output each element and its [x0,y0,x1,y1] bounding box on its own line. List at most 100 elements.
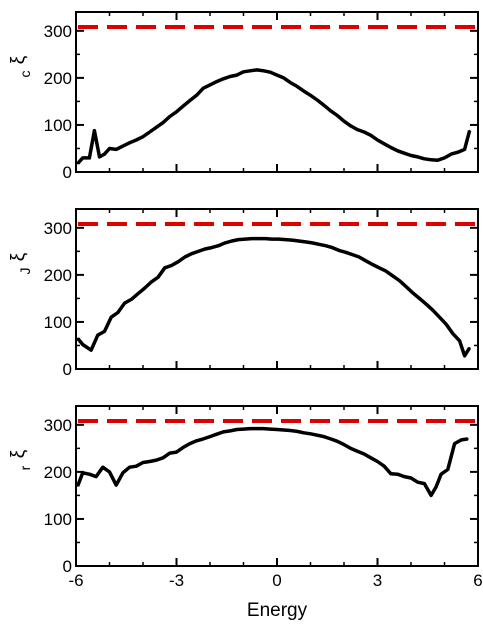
panel-1-ylabel-subscript: c [17,71,33,78]
panel-3-data-point [447,468,449,471]
panel-1-data-point [76,162,79,165]
panel-3-data-point [102,466,104,468]
panel-1-data-point [390,146,392,149]
panel-1-data-point [162,121,164,124]
panel-3-series-line [76,426,469,498]
panel-1-data-point [316,99,319,101]
panel-3-data-point [242,428,245,430]
panel-2-data-point [458,339,461,342]
panel-2-data-point [463,355,466,357]
panel-1-ytick-label: 200 [44,69,72,88]
panel-3-data-point [336,440,339,443]
panel-2-data-point [117,311,119,314]
panel-1-data-point [450,153,453,155]
panel-3-data-point [76,485,79,487]
panel-2-data-point [452,332,454,335]
panel-2-data-point [257,237,260,240]
panel-2-data-point [123,302,126,304]
panel-2-data-point [204,248,206,250]
panel-3-data-point [95,475,97,478]
panel-3-data-point [189,442,191,445]
panel-1-data-point [229,75,231,78]
panel-1-data-point [416,156,419,158]
panel-1-data-point [276,74,278,76]
panel-3-data-point [416,481,419,484]
panel-3-data-point [162,456,164,459]
panel-2-data-point [324,244,327,247]
panel-2-ytick-label: 0 [63,360,72,379]
panel-2-data-point [244,238,246,240]
panel-1-data-point [437,159,439,162]
panel-1-data-point [249,70,251,72]
panel-2-data-point [358,256,360,258]
panel-1-data-point [457,151,459,154]
panel-3-data-point [249,427,251,430]
panel-1-data-point [103,153,106,155]
panel-1-data-point [108,147,111,150]
panel-2-data-point [264,237,267,240]
panel-1-data-point [202,87,205,90]
panel-2-ylabel-subscript: J [17,268,33,275]
panel-3-data-point [316,434,319,436]
panel-2-data-point [438,316,441,319]
panel-2-data-point [364,259,367,262]
panel-3-data-point [435,486,437,488]
panel-3-xtick-label: 3 [373,571,382,590]
panel-2-data-point [157,276,159,279]
panel-1-data-point [343,120,345,122]
panel-3-data-point [396,473,399,476]
panel-1-series-line [76,68,472,165]
panel-3-ylabel: ξ [8,449,29,458]
panel-3-data-point [222,431,225,433]
panel-2-data-point [177,260,179,263]
panel-1-data-point [155,126,158,129]
panel-2-data-point [150,281,153,283]
panel-2-data-point [304,241,307,243]
panel-1-data-point [93,129,96,132]
panel-3-data-point [383,465,386,468]
panel-3-data-point [423,482,426,485]
panel-1-data-point [242,70,245,73]
panel-1-ytick-label: 0 [63,163,72,182]
panel-2-ylabel: ξ [8,252,29,261]
panel-1-data-point [262,70,265,72]
panel-1-data-point [169,115,171,118]
panel-2-frame [75,208,479,370]
panel-3-data-point [453,442,456,445]
panel-1-data-point [142,135,144,138]
panel-2-data-point [170,264,173,267]
panel-1-frame [75,11,479,173]
panel-2-data-point [163,267,166,269]
panel-1-data-point [410,154,412,157]
panel-3-data-point [403,475,406,478]
panel-3-data-point [323,435,325,438]
panel-1-data-point [195,94,198,97]
panel-3-ytick-label: 100 [44,510,72,529]
panel-2-data-point [371,263,374,266]
panel-3-data-point [169,452,171,454]
panel-1-data-point [98,156,101,158]
panel-2-data-point [405,285,407,288]
panel-3-ytick-label: 300 [44,416,72,435]
panel-1-data-point [370,134,372,137]
panel-3-data-point [182,446,184,449]
panel-1-data-point [349,125,352,127]
panel-1-data-point [215,80,218,83]
panel-1-data-point [175,110,178,113]
panel-2-data-point [344,251,347,254]
panel-3-data-point [467,438,469,440]
panel-1-data-point [182,105,184,107]
panel-2-data-point [398,279,401,282]
panel-1-ylabel: ξ [8,55,29,64]
panel-2-data-point [277,238,280,240]
panel-2-data-point [110,316,112,319]
panel-3-data-point [410,477,412,479]
panel-3-data-point [148,460,151,463]
panel-1-data-point [81,157,84,159]
panel-2-ytick-label: 100 [44,313,72,332]
panel-3-data-point [209,435,211,438]
panel-1-data-point [423,158,426,160]
panel-3-ytick-label: 200 [44,463,72,482]
panel-3-xtick-label: 6 [473,571,482,590]
